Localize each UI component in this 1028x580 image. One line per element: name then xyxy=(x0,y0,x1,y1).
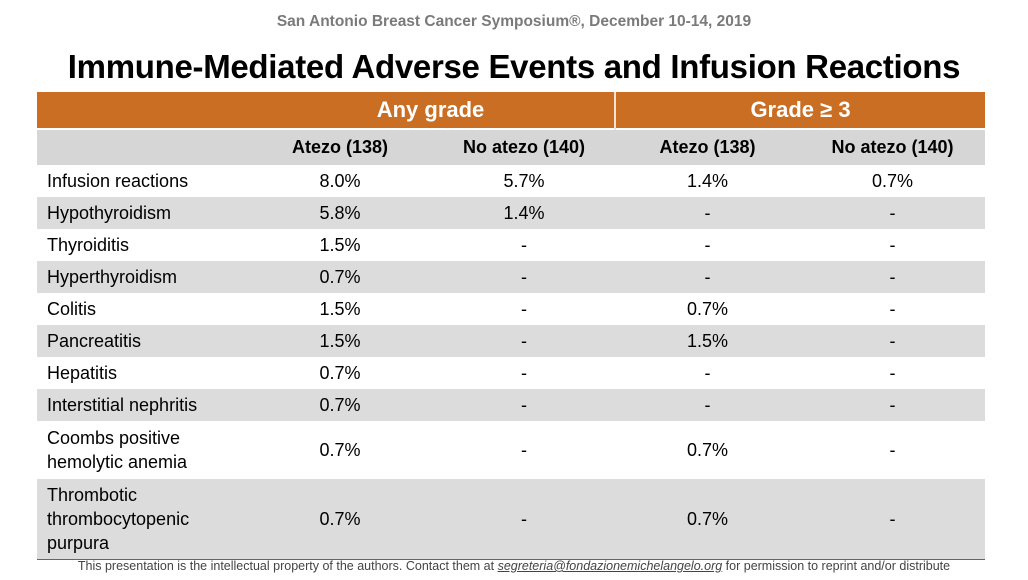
cell-g3-no-atezo: - xyxy=(800,421,985,479)
cell-g3-atezo: 0.7% xyxy=(615,293,800,325)
cell-any-no-atezo: - xyxy=(433,357,615,389)
row-label-line: Coombs positive xyxy=(47,428,181,448)
row-label-line: thrombocytopenic xyxy=(47,509,190,529)
slide-title: Immune-Mediated Adverse Events and Infus… xyxy=(67,48,961,85)
table-row: Pancreatitis 1.5% - 1.5% - xyxy=(37,325,985,357)
table-row: Thrombotic thrombocytopenic purpura 0.7%… xyxy=(37,479,985,560)
cell-g3-atezo: - xyxy=(615,197,800,229)
cell-g3-atezo: 1.4% xyxy=(615,165,800,197)
cell-any-atezo: 1.5% xyxy=(247,325,433,357)
cell-any-atezo: 0.7% xyxy=(247,421,433,479)
contact-email-link[interactable]: segreteria@fondazionemichelangelo.org xyxy=(497,559,723,573)
cell-any-no-atezo: 5.7% xyxy=(433,165,615,197)
cell-g3-no-atezo: - xyxy=(800,229,985,261)
row-label: Thyroiditis xyxy=(37,229,247,261)
column-header-row: Atezo (138) No atezo (140) Atezo (138) N… xyxy=(37,128,985,165)
cell-any-no-atezo: - xyxy=(433,229,615,261)
row-label: Hepatitis xyxy=(37,357,247,389)
cell-any-no-atezo: - xyxy=(433,293,615,325)
cell-g3-no-atezo: - xyxy=(800,357,985,389)
row-label: Coombs positive hemolytic anemia xyxy=(37,421,247,479)
table-row: Infusion reactions 8.0% 5.7% 1.4% 0.7% xyxy=(37,165,985,197)
cell-any-atezo: 0.7% xyxy=(247,389,433,421)
group-header-row: Any grade Grade ≥ 3 xyxy=(37,92,985,129)
cell-any-no-atezo: - xyxy=(433,389,615,421)
cell-any-atezo: 1.5% xyxy=(247,293,433,325)
cell-any-atezo: 0.7% xyxy=(247,479,433,560)
table-row: Hyperthyroidism 0.7% - - - xyxy=(37,261,985,293)
cell-g3-no-atezo: - xyxy=(800,293,985,325)
row-label-line: hemolytic anemia xyxy=(47,452,188,472)
cell-any-atezo: 5.8% xyxy=(247,197,433,229)
adverse-events-table: Any grade Grade ≥ 3 Atezo (138) No atezo… xyxy=(37,92,985,560)
cell-any-atezo: 8.0% xyxy=(247,165,433,197)
table-row: Hypothyroidism 5.8% 1.4% - - xyxy=(37,197,985,229)
row-label: Colitis xyxy=(37,293,247,325)
group-header-grade-3-plus: Grade ≥ 3 xyxy=(614,92,985,129)
cell-any-no-atezo: - xyxy=(433,421,615,479)
cell-any-no-atezo: - xyxy=(433,261,615,293)
table-row: Thyroiditis 1.5% - - - xyxy=(37,229,985,261)
cell-any-no-atezo: 1.4% xyxy=(433,197,615,229)
row-label: Hyperthyroidism xyxy=(37,261,247,293)
cell-g3-atezo: - xyxy=(615,357,800,389)
cell-any-atezo: 1.5% xyxy=(247,229,433,261)
copyright-footer: This presentation is the intellectual pr… xyxy=(0,559,1028,573)
row-label-line: purpura xyxy=(47,533,110,553)
cell-g3-no-atezo: - xyxy=(800,197,985,229)
cell-g3-no-atezo: - xyxy=(800,389,985,421)
cell-g3-atezo: 0.7% xyxy=(615,479,800,560)
cell-any-no-atezo: - xyxy=(433,325,615,357)
row-label: Infusion reactions xyxy=(37,165,247,197)
table-row: Coombs positive hemolytic anemia 0.7% - … xyxy=(37,421,985,479)
cell-g3-atezo: 1.5% xyxy=(615,325,800,357)
cell-any-no-atezo: - xyxy=(433,479,615,560)
group-header-blank xyxy=(37,92,247,129)
table-row: Colitis 1.5% - 0.7% - xyxy=(37,293,985,325)
cell-g3-atezo: - xyxy=(615,229,800,261)
cell-g3-no-atezo: - xyxy=(800,261,985,293)
table-row: Hepatitis 0.7% - - - xyxy=(37,357,985,389)
column-header-any-no-atezo: No atezo (140) xyxy=(433,128,615,165)
table-row: Interstitial nephritis 0.7% - - - xyxy=(37,389,985,421)
cell-g3-atezo: - xyxy=(615,389,800,421)
cell-any-atezo: 0.7% xyxy=(247,357,433,389)
cell-g3-atezo: - xyxy=(615,261,800,293)
row-label: Interstitial nephritis xyxy=(37,389,247,421)
column-header-g3-no-atezo: No atezo (140) xyxy=(800,128,985,165)
conference-header: San Antonio Breast Cancer Symposium®, De… xyxy=(276,13,752,30)
row-label: Hypothyroidism xyxy=(37,197,247,229)
row-label: Pancreatitis xyxy=(37,325,247,357)
cell-g3-atezo: 0.7% xyxy=(615,421,800,479)
cell-any-atezo: 0.7% xyxy=(247,261,433,293)
group-header-any-grade: Any grade xyxy=(247,92,615,129)
row-label-line: Thrombotic xyxy=(47,485,138,505)
column-header-any-atezo: Atezo (138) xyxy=(247,128,433,165)
cell-g3-no-atezo: 0.7% xyxy=(800,165,985,197)
cell-g3-no-atezo: - xyxy=(800,479,985,560)
row-label: Thrombotic thrombocytopenic purpura xyxy=(37,479,247,560)
cell-g3-no-atezo: - xyxy=(800,325,985,357)
footer-text-prefix: This presentation is the intellectual pr… xyxy=(77,559,498,573)
column-header-g3-atezo: Atezo (138) xyxy=(615,128,800,165)
column-header-blank xyxy=(37,128,247,165)
footer-text-suffix: for permission to reprint and/or distrib… xyxy=(722,559,951,573)
